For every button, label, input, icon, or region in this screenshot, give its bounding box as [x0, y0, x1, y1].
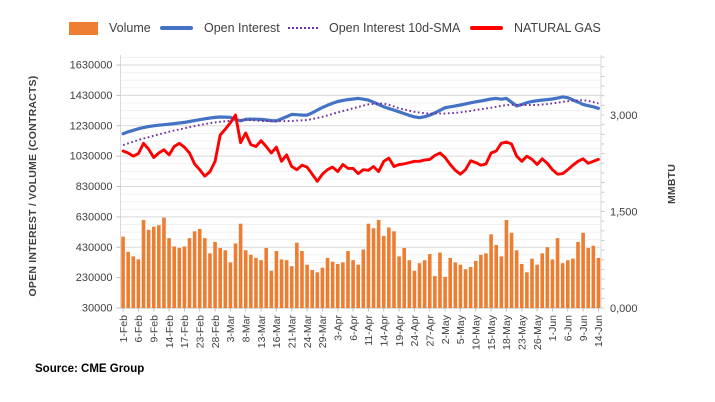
- svg-text:1,500: 1,500: [610, 207, 638, 219]
- svg-text:26-May: 26-May: [532, 314, 544, 350]
- svg-text:10-May: 10-May: [471, 314, 483, 350]
- svg-text:9-Feb: 9-Feb: [149, 315, 161, 343]
- svg-text:24-Apr: 24-Apr: [409, 314, 421, 346]
- open-interest-line-swatch-icon: [160, 26, 193, 30]
- volume-bar-swatch-icon: [69, 21, 98, 35]
- svg-text:30000: 30000: [82, 303, 113, 315]
- svg-text:23-Feb: 23-Feb: [195, 315, 207, 348]
- svg-text:15-May: 15-May: [486, 314, 498, 350]
- svg-text:8-Mar: 8-Mar: [241, 314, 253, 342]
- svg-text:3-Apr: 3-Apr: [333, 315, 345, 341]
- right-axis-title: MMBTU: [666, 163, 678, 205]
- legend-item-open-interest: Open Interest: [160, 19, 280, 37]
- svg-text:6-Jun: 6-Jun: [563, 315, 575, 341]
- svg-text:14-Apr: 14-Apr: [379, 314, 391, 346]
- svg-text:1-Jun: 1-Jun: [547, 315, 559, 341]
- svg-text:11-Apr: 11-Apr: [363, 315, 375, 346]
- svg-text:1030000: 1030000: [70, 151, 113, 163]
- svg-text:27-Apr: 27-Apr: [425, 314, 437, 346]
- legend-item-volume: Volume: [69, 19, 151, 37]
- svg-text:830000: 830000: [76, 181, 113, 193]
- svg-text:6-Feb: 6-Feb: [133, 315, 145, 343]
- svg-text:6-Apr: 6-Apr: [348, 315, 360, 341]
- svg-text:14-Jun: 14-Jun: [593, 315, 605, 347]
- legend-label: Volume: [109, 21, 151, 35]
- svg-text:24-Mar: 24-Mar: [302, 315, 314, 349]
- legend-item-natural-gas: NATURAL GAS: [470, 19, 601, 37]
- svg-text:23-May: 23-May: [517, 314, 529, 350]
- legend-label: Open Interest: [204, 21, 280, 35]
- legend-item-open-interest-sma: Open Interest 10d-SMA: [288, 19, 460, 37]
- svg-text:14-Feb: 14-Feb: [164, 315, 176, 348]
- svg-text:2-May: 2-May: [440, 314, 452, 344]
- svg-text:29-Mar: 29-Mar: [317, 315, 329, 349]
- svg-text:5-May: 5-May: [455, 314, 467, 344]
- svg-text:230000: 230000: [76, 272, 113, 284]
- svg-text:630000: 630000: [76, 211, 113, 223]
- svg-text:16-Mar: 16-Mar: [271, 315, 283, 349]
- svg-text:1630000: 1630000: [70, 60, 113, 72]
- svg-text:1230000: 1230000: [70, 120, 113, 132]
- svg-text:3,000: 3,000: [610, 110, 638, 122]
- svg-text:17-Feb: 17-Feb: [179, 315, 191, 348]
- left-axis-title: OPEN INTEREST / VOLUME (CONTRACTS): [27, 75, 39, 297]
- svg-text:19-Apr: 19-Apr: [394, 314, 406, 346]
- svg-text:9-Jun: 9-Jun: [578, 315, 590, 341]
- svg-text:0,000: 0,000: [610, 303, 638, 315]
- source-attribution: Source: CME Group: [35, 363, 145, 375]
- sma-dotted-line-swatch-icon: [288, 27, 318, 29]
- svg-text:430000: 430000: [76, 242, 113, 254]
- svg-text:18-May: 18-May: [501, 314, 513, 350]
- svg-text:13-Mar: 13-Mar: [256, 315, 268, 349]
- legend-label: Open Interest 10d-SMA: [329, 21, 461, 35]
- natural-gas-line-swatch-icon: [470, 26, 503, 30]
- svg-text:28-Feb: 28-Feb: [210, 315, 222, 348]
- svg-text:1-Feb: 1-Feb: [118, 315, 130, 343]
- svg-text:1430000: 1430000: [70, 90, 113, 102]
- svg-text:3-Mar: 3-Mar: [225, 314, 237, 342]
- legend-label: NATURAL GAS: [514, 21, 601, 35]
- svg-text:21-Mar: 21-Mar: [287, 315, 299, 349]
